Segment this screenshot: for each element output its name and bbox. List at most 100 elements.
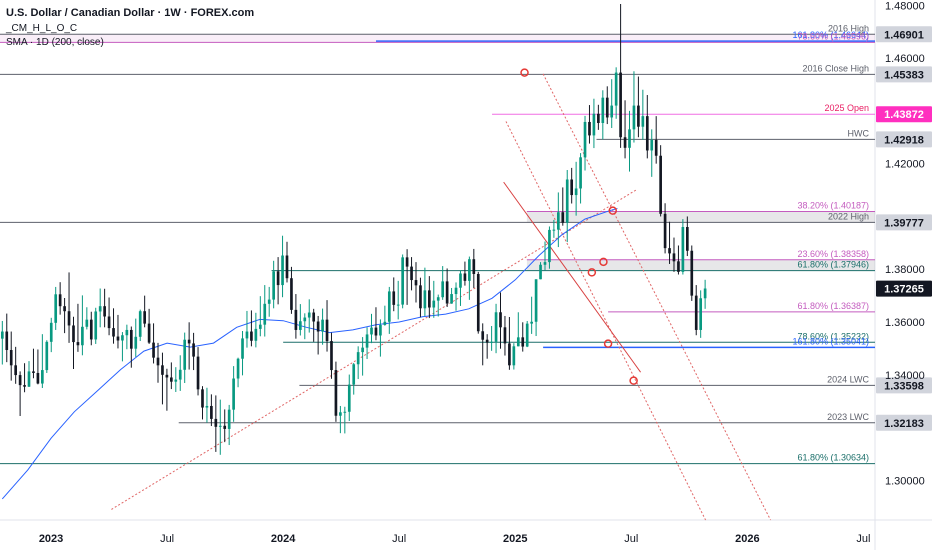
indicator-label-sma: SMA · 1D (200, close) (6, 37, 104, 48)
candle-body-88 (392, 291, 396, 305)
candle-body-92 (410, 266, 413, 281)
level-label-11: 78.60% (1.35232) (797, 331, 869, 341)
indicator-label-hloc: _CM_H_L_O_C (5, 23, 77, 34)
candle-body-12 (54, 294, 58, 323)
candle-body-112 (499, 312, 502, 328)
current-price-badge-bg (876, 280, 932, 297)
candle-body-80 (356, 352, 360, 365)
price-badge-bg-14 (876, 414, 932, 431)
price-badge-14: 1.32183 (884, 418, 924, 430)
candle-body-24 (107, 316, 111, 329)
candle-body-7 (32, 371, 35, 373)
candle-body-138 (614, 72, 618, 106)
candle-body-13 (58, 294, 62, 307)
level-label-5: HWC (848, 128, 870, 138)
candle-body-3 (14, 365, 17, 376)
candle-body-149 (663, 213, 667, 249)
candle-body-130 (579, 157, 582, 189)
candle-body-37 (165, 374, 169, 378)
x-tick-0: 2023 (39, 533, 63, 545)
candle-body-135 (601, 97, 605, 124)
candle-body-50 (223, 425, 227, 429)
candle-body-5 (23, 385, 26, 387)
candle-body-10 (45, 341, 49, 371)
price-badge-13: 1.33598 (884, 380, 924, 392)
price-badge-0: 1.46901 (884, 29, 924, 41)
candle-body-71 (316, 321, 320, 332)
candle-body-19 (85, 319, 89, 327)
candle-body-69 (307, 312, 311, 318)
candle-body-158 (703, 288, 707, 299)
candle-body-99 (441, 281, 445, 298)
pivot-marker-2 (599, 257, 608, 267)
candle-body-102 (454, 287, 458, 295)
x-tick-1: Jul (160, 533, 174, 545)
candle-body-16 (72, 325, 75, 343)
candle-body-57 (254, 328, 258, 341)
candle-body-98 (436, 297, 440, 301)
level-label-0: 2016 High (828, 23, 869, 33)
candle-body-68 (303, 317, 307, 322)
pivot-marker-0 (520, 68, 529, 77)
y-tick-1: 1.46000 (885, 53, 925, 65)
level-label-1: 161.80% (1.46644) (792, 30, 869, 40)
candle-body-150 (668, 248, 671, 254)
candle-body-54 (241, 338, 244, 359)
candle-body-25 (112, 328, 115, 337)
fib-zone-236 (526, 259, 875, 271)
candle-body-59 (263, 303, 267, 325)
candle-body-157 (699, 298, 703, 330)
candle-body-109 (485, 339, 489, 343)
candle-body-94 (419, 285, 422, 309)
candle-body-11 (49, 322, 53, 342)
candle-body-23 (103, 306, 106, 317)
candle-body-93 (414, 280, 418, 286)
candle-body-145 (645, 116, 649, 151)
candle-body-65 (290, 278, 293, 310)
candle-body-97 (432, 300, 436, 308)
candle-body-111 (494, 312, 498, 342)
x-tick-2: 2024 (271, 533, 296, 545)
candle-body-72 (321, 319, 324, 332)
candle-body-131 (583, 121, 587, 158)
level-label-8: 23.60% (1.38358) (797, 249, 869, 259)
candle-body-36 (161, 365, 164, 375)
y-tick-0: 1.48000 (885, 0, 925, 12)
candle-body-21 (94, 311, 98, 340)
candle-body-18 (81, 326, 84, 346)
price-badge-5: 1.42918 (884, 134, 924, 146)
candle-body-47 (210, 405, 213, 419)
candle-body-77 (343, 411, 347, 413)
level-label-6: 38.20% (1.40187) (797, 201, 869, 211)
level-label-10: 61.80% (1.36387) (797, 301, 869, 311)
candle-body-116 (516, 337, 520, 347)
candle-body-35 (156, 357, 160, 366)
candle-body-73 (325, 319, 329, 342)
candle-body-87 (387, 291, 391, 322)
candle-body-58 (258, 324, 262, 329)
level-label-12: 161.80% (1.35041) (792, 336, 869, 346)
fib-zone-382 (526, 211, 875, 223)
candle-body-141 (628, 129, 631, 148)
candle-body-140 (623, 137, 627, 148)
level-label-7: 2022 High (828, 211, 869, 221)
price-badge-bg-7 (876, 214, 932, 231)
candle-body-127 (565, 179, 569, 223)
candle-body-4 (18, 375, 22, 386)
price-badge-bg-4 (876, 106, 932, 123)
candle-body-143 (637, 105, 640, 127)
candle-body-44 (196, 356, 200, 390)
candle-body-38 (170, 377, 173, 382)
candle-body-83 (370, 327, 373, 335)
candle-body-79 (352, 364, 356, 385)
level-label-13: 2024 LWC (827, 374, 869, 384)
candle-body-30 (134, 336, 138, 349)
candle-body-33 (147, 323, 151, 343)
candle-body-0 (0, 331, 4, 339)
candle-body-114 (508, 343, 511, 366)
x-tick-3: Jul (392, 533, 406, 545)
candle-body-20 (89, 319, 93, 340)
candle-body-32 (143, 311, 146, 324)
